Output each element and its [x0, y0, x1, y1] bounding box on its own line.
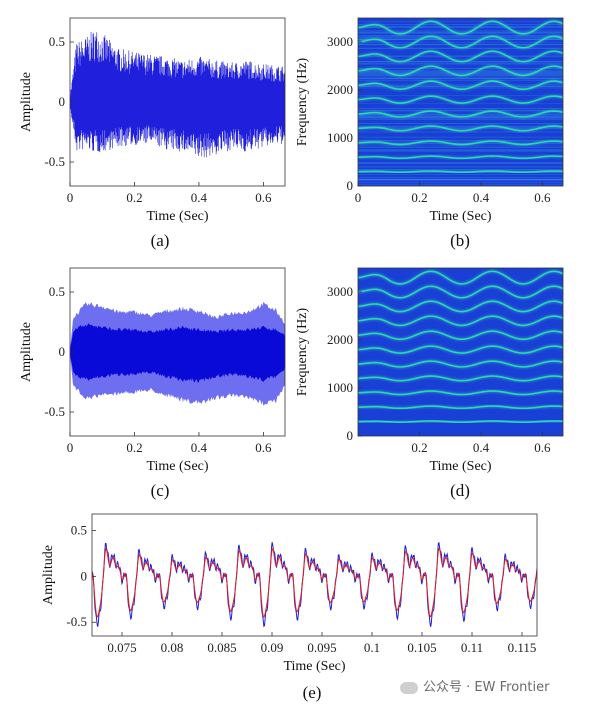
panel-d-ytick-label: 2000 [327, 332, 353, 347]
panel-d-harmonic-line [358, 420, 563, 423]
panel-b-ytick-label: 3000 [327, 34, 353, 49]
panel-c-ylabel: Amplitude [19, 322, 34, 382]
panel-e-overlay: 0.075 0.08 0.085 0.09 0.095 0.1 0.105 0.11 0.115… [41, 513, 538, 702]
panel-c-inner-envelope [70, 323, 285, 383]
panel-b-harmonic-line [358, 125, 563, 132]
panel-b-harmonic-line [358, 110, 563, 118]
panel-a-signal-line [70, 31, 285, 158]
panel-c-xtick-label: 0.2 [126, 440, 142, 455]
watermark-text: 公众号 · EW Frontier [423, 680, 550, 695]
panel-e-frame [91, 513, 538, 637]
panel-a-xlabel: Time (Sec) [146, 209, 208, 224]
panel-e-series-1-line [92, 541, 537, 628]
panel-e-xtick-label: 0.1 [364, 640, 380, 655]
panel-b-ytick-label: 2000 [327, 82, 353, 97]
panel-e-xtick-label: 0.115 [508, 640, 537, 655]
panel-c-panel-label: (c) [151, 481, 170, 500]
panel-b-xtick-label: 0.2 [411, 190, 427, 205]
panel-d-spectrogram: 0.2 0.4 0.6 0 1000 2000 3000 Time (Sec) Frequenc… [295, 267, 564, 500]
panel-e-xtick-label: 0.11 [461, 640, 483, 655]
panel-a-xtick-label: 0.2 [126, 190, 142, 205]
panel-a-xtick-label: 0.6 [255, 190, 272, 205]
panel-d-harmonic-line [358, 300, 563, 313]
panel-d-ytick-label: 0 [347, 428, 354, 443]
panel-b-harmonic-line [358, 65, 563, 77]
panel-b-image [358, 18, 563, 186]
panel-c-ytick-label: -0.5 [44, 404, 65, 419]
panel-b-harmonic-line [358, 50, 563, 63]
panel-b-harmonic-line [358, 35, 563, 49]
panel-e-xtick-label: 0.105 [407, 640, 436, 655]
panel-a-ytick-label: 0 [59, 94, 66, 109]
panel-d-ytick-label: 1000 [327, 380, 353, 395]
panel-e-xtick-label: 0.075 [107, 640, 136, 655]
panel-d-xtick-label: 0.4 [473, 440, 490, 455]
panel-e-ytick-label: 0.5 [71, 523, 87, 538]
panel-b-spectrogram: 0 0.2 0.4 0.6 0 1000 2000 3000 Time (Sec) Frequen… [295, 17, 564, 250]
panel-a-xtick-label: 0.4 [191, 190, 208, 205]
panel-d-harmonic-line [358, 330, 563, 341]
panel-a-ylabel: Amplitude [19, 72, 34, 132]
panel-b-xtick-label: 0.4 [473, 190, 490, 205]
panel-d-panel-label: (d) [450, 481, 470, 500]
wechat-icon [400, 681, 418, 694]
panel-e-xtick-label: 0.09 [261, 640, 284, 655]
panel-d-harmonic-line [358, 315, 563, 327]
watermark: 公众号 · EW Frontier [400, 676, 549, 695]
panel-e-ytick-label: -0.5 [66, 614, 87, 629]
panel-a-xtick-label: 0 [67, 190, 74, 205]
panel-d-image [358, 268, 563, 436]
panel-b-harmonic-line [358, 140, 563, 146]
panel-d-xlabel: Time (Sec) [429, 459, 491, 474]
panel-b-panel-label: (b) [450, 231, 470, 250]
panel-c-xlabel: Time (Sec) [146, 459, 208, 474]
panel-e-ytick-label: 0 [81, 568, 88, 583]
panel-d-ytick-label: 3000 [327, 284, 353, 299]
panel-a-waveform: 0 0.2 0.4 0.6 -0.5 0 0.5 Time (Sec) Amplitude (a) [19, 17, 286, 250]
panel-b-xtick-label: 0 [355, 190, 362, 205]
panel-b-xtick-label: 0.6 [534, 190, 551, 205]
panel-c-xtick-label: 0.4 [191, 440, 208, 455]
panel-e-ylabel: Amplitude [41, 545, 56, 605]
panel-d-harmonic-line [358, 375, 563, 382]
panel-a-ytick-label: 0.5 [49, 34, 65, 49]
panel-d-xtick-label: 0.6 [534, 440, 551, 455]
panel-e-xlabel: Time (Sec) [283, 659, 345, 674]
panel-b-ytick-label: 0 [347, 178, 354, 193]
panel-c-waveform: 0 0.2 0.4 0.6 -0.5 0 0.5 Time (Sec) Amplitude (c) [19, 267, 286, 500]
panel-e-xtick-label: 0.08 [161, 640, 184, 655]
panel-b-harmonic-line [358, 170, 563, 173]
panel-b-ytick-label: 1000 [327, 130, 353, 145]
panel-d-ylabel: Frequency (Hz) [295, 308, 310, 397]
panel-e-xtick-label: 0.085 [207, 640, 236, 655]
panel-e-panel-label: (e) [303, 683, 322, 702]
panel-a-ytick-label: -0.5 [44, 154, 65, 169]
panel-b-harmonic-line [358, 80, 563, 91]
panel-b-harmonic-line [358, 155, 563, 160]
panel-a-panel-label: (a) [151, 231, 170, 250]
panel-d-harmonic-line [358, 390, 563, 396]
panel-d-harmonic-line [358, 405, 563, 410]
panel-e-xtick-label: 0.095 [307, 640, 336, 655]
panel-c-ytick-label: 0.5 [49, 284, 65, 299]
panel-b-frame [357, 17, 564, 187]
panel-d-harmonic-line [358, 360, 563, 368]
panel-d-harmonic-line [358, 270, 563, 285]
panel-c-ytick-label: 0 [59, 344, 66, 359]
panel-d-xtick-label: 0.2 [411, 440, 427, 455]
panel-b-ylabel: Frequency (Hz) [295, 58, 310, 147]
panel-d-harmonic-line [358, 345, 563, 354]
panel-b-harmonic-line [358, 95, 563, 104]
panel-b-harmonic-line [358, 20, 563, 35]
panel-c-xtick-label: 0 [67, 440, 74, 455]
panel-e-series-2-line [92, 547, 537, 618]
panel-b-xlabel: Time (Sec) [429, 209, 491, 224]
panel-d-harmonic-line [358, 285, 563, 299]
panel-d-frame [357, 267, 564, 437]
panel-c-xtick-label: 0.6 [255, 440, 272, 455]
